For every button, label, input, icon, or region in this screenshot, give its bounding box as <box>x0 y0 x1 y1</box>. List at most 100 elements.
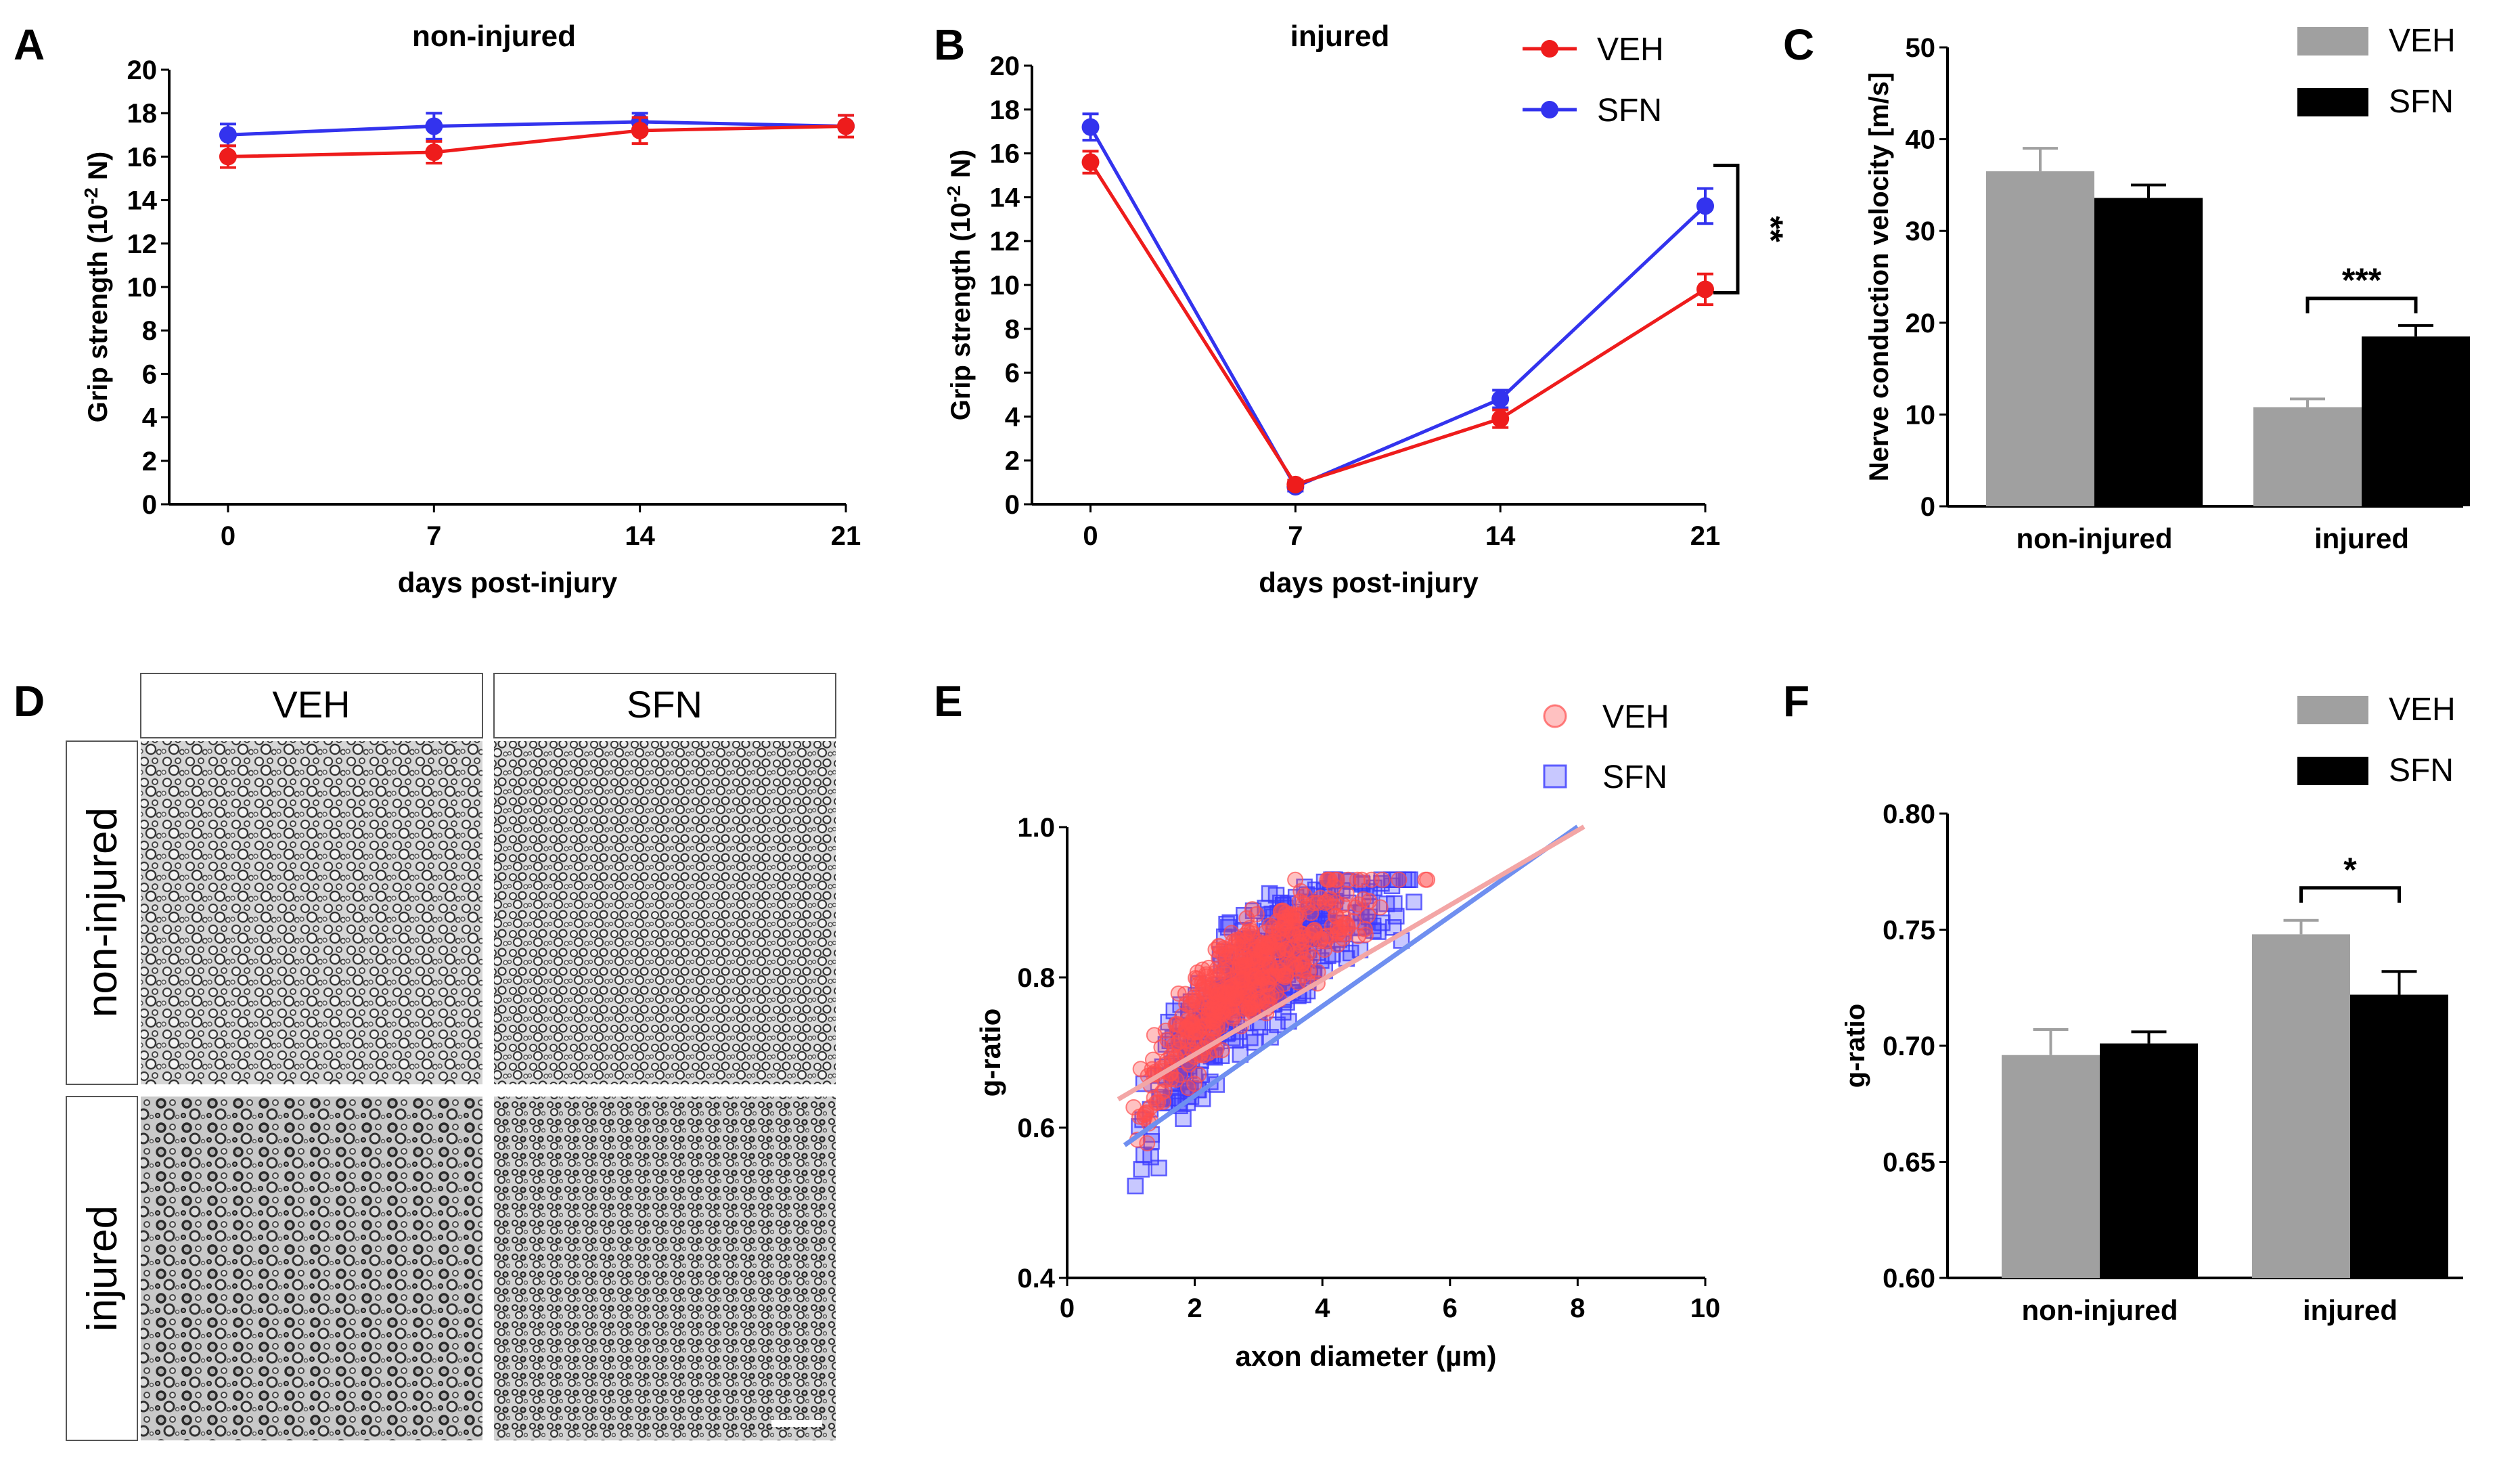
col-label-sfn: SFN <box>627 683 702 726</box>
data-point-veh <box>1138 1105 1154 1122</box>
panel-letter-e: E <box>934 677 963 726</box>
y-tick-label: 0 <box>1920 492 1935 522</box>
legend-marker-veh <box>1541 40 1558 58</box>
data-point-veh <box>1139 1135 1156 1152</box>
y-tick-label: 50 <box>1906 33 1936 63</box>
legend-marker-sfn <box>1541 101 1558 118</box>
series-line-sfn <box>227 120 847 137</box>
y-tick-label: 0.8 <box>1017 963 1055 993</box>
legend-marker-sfn <box>1543 764 1567 789</box>
bar-sfn <box>2350 994 2448 1278</box>
y-tick-label: 16 <box>127 142 158 172</box>
x-axis-title: axon diameter (µm) <box>1236 1340 1497 1372</box>
series-line-veh <box>1089 161 1707 487</box>
significance-label: * <box>2343 851 2357 889</box>
significance-bracket <box>1713 163 1740 294</box>
data-point-sfn <box>1696 197 1714 215</box>
data-point-veh <box>1081 153 1100 171</box>
data-point-veh <box>219 148 237 166</box>
category-label: injured <box>2314 523 2409 554</box>
legend-label-veh: VEH <box>1597 32 1664 68</box>
y-tick-label: 10 <box>990 271 1020 301</box>
data-point-sfn <box>1175 1110 1192 1127</box>
y-tick-label: 0 <box>142 490 157 520</box>
data-point-veh <box>1259 975 1276 992</box>
panel-letter-c: C <box>1783 20 1814 69</box>
data-point-veh <box>1334 897 1351 914</box>
data-point-sfn <box>1081 118 1100 136</box>
y-tick-label: 0.6 <box>1017 1113 1055 1143</box>
data-point-veh <box>1170 985 1187 1002</box>
data-point-veh <box>1357 927 1374 944</box>
data-point-veh <box>1311 933 1328 950</box>
micrograph-veh-injured <box>141 1097 482 1440</box>
y-axis-title: g-ratio <box>1841 1004 1870 1088</box>
x-tick-label: 10 <box>1690 1293 1721 1323</box>
data-point-veh <box>1227 990 1244 1006</box>
col-label-veh: VEH <box>272 683 350 726</box>
data-point-sfn <box>1127 1177 1144 1195</box>
data-point-sfn <box>219 126 237 144</box>
x-tick-label: 21 <box>831 521 861 551</box>
data-point-sfn <box>1133 1161 1150 1178</box>
data-point-sfn <box>425 117 443 135</box>
y-tick-label: 20 <box>1906 309 1936 338</box>
fit-line-veh <box>1117 824 1585 1102</box>
x-tick-label: 14 <box>625 521 655 551</box>
data-point-sfn <box>1150 1159 1167 1176</box>
y-axis-title: Grip strength (10-2 N) <box>943 150 976 421</box>
data-point-veh <box>1185 989 1202 1006</box>
data-point-veh <box>1329 920 1346 937</box>
panel-letter-b: B <box>934 20 965 69</box>
data-point-veh <box>1340 871 1357 888</box>
chart-title: injured <box>1290 20 1390 53</box>
legend-label-sfn: SFN <box>2389 84 2454 120</box>
micrograph-sfn-noninjured <box>494 741 836 1084</box>
data-point-sfn <box>1246 1034 1263 1051</box>
y-tick-label: 2 <box>1005 446 1020 476</box>
y-tick-label: 14 <box>127 186 158 216</box>
category-label: non-injured <box>2017 523 2173 554</box>
data-point-sfn <box>1405 893 1422 910</box>
data-point-veh <box>1391 871 1408 888</box>
y-tick-label: 0.75 <box>1883 916 1935 946</box>
bar-sfn <box>2094 198 2203 506</box>
y-tick-label: 2 <box>142 447 157 477</box>
data-point-sfn <box>1324 946 1341 963</box>
data-point-veh <box>1210 998 1227 1015</box>
chart-g-ratio-bars: 0.60 0.65 0.70 0.75 0.80 g-ratio non-injured in… <box>1841 692 2463 1326</box>
legend-swatch-sfn <box>2297 88 2368 116</box>
data-point-veh <box>837 117 855 135</box>
data-point-veh <box>1292 883 1309 900</box>
data-point-veh <box>1417 871 1434 888</box>
data-point-sfn <box>1385 919 1402 936</box>
x-tick-label: 21 <box>1690 521 1721 551</box>
legend-label-veh: VEH <box>1602 699 1669 735</box>
legend-label-veh: VEH <box>2389 23 2456 59</box>
fit-line-sfn <box>1123 824 1579 1147</box>
y-tick-label: 4 <box>1005 402 1020 432</box>
data-point-veh <box>1217 942 1234 958</box>
y-tick-label: 0.80 <box>1883 799 1935 829</box>
bar-veh <box>1986 171 2094 506</box>
data-point-sfn <box>1491 390 1510 408</box>
y-tick-label: 6 <box>142 359 157 389</box>
data-point-veh <box>1296 933 1313 950</box>
y-tick-label: 18 <box>127 99 158 129</box>
y-tick-label: 0.70 <box>1883 1032 1935 1061</box>
bar-veh <box>2253 407 2362 506</box>
chart-g-ratio-scatter: 0.4 0.6 0.8 1.0 0 2 4 6 8 10 axon diameter (µm) g-r… <box>974 699 1720 1372</box>
data-point-veh <box>1163 1048 1179 1065</box>
y-tick-label: 12 <box>127 229 158 259</box>
legend-label-sfn: SFN <box>1602 759 1667 795</box>
data-point-veh <box>1259 980 1276 997</box>
legend-label-veh: VEH <box>2389 692 2456 728</box>
data-point-veh <box>1208 983 1225 1000</box>
data-point-veh <box>1209 1015 1226 1032</box>
data-point-veh <box>1295 967 1311 983</box>
col-header-box-veh <box>140 673 483 738</box>
col-header-box-sfn <box>493 673 836 738</box>
data-point-veh <box>1372 899 1389 916</box>
y-axis-title: g-ratio <box>974 1009 1006 1097</box>
y-tick-label: 16 <box>990 139 1020 169</box>
